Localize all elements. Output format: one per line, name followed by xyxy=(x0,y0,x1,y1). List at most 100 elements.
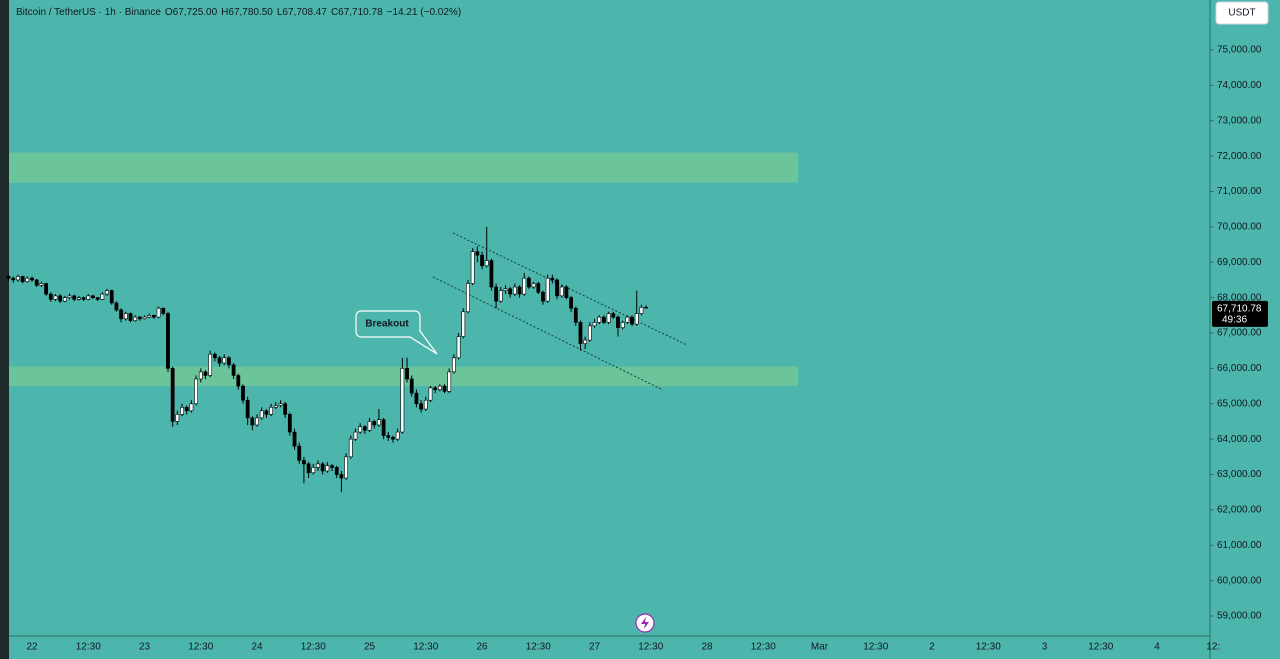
candle-body xyxy=(334,467,339,475)
last-price-label: 67,710.78 xyxy=(1217,303,1262,314)
callout-box xyxy=(355,310,438,355)
candle-body xyxy=(212,353,217,359)
x-tick-label: 12:30 xyxy=(188,642,213,653)
candle-body xyxy=(44,283,49,295)
candle-body xyxy=(602,316,606,323)
x-tick-label: 12:30 xyxy=(863,642,888,653)
y-tick-label: 64,000.00 xyxy=(1217,434,1262,445)
candle-body xyxy=(20,276,25,283)
candle-body xyxy=(437,385,442,390)
candle-body xyxy=(555,279,559,297)
x-tick-label: 12:30 xyxy=(413,642,438,653)
y-tick-label: 59,000.00 xyxy=(1217,611,1262,622)
candle-body xyxy=(161,307,166,314)
x-tick-label: 12:30 xyxy=(301,642,326,653)
candle-body xyxy=(583,339,588,344)
y-tick-label: 75,000.00 xyxy=(1217,45,1262,56)
candle-body xyxy=(362,426,367,431)
y-tick-label: 60,000.00 xyxy=(1217,575,1262,586)
candle-body xyxy=(377,419,381,426)
candle-body xyxy=(564,286,569,298)
candle-body xyxy=(419,403,424,410)
candle-body xyxy=(273,405,278,408)
x-tick-label: 27 xyxy=(589,642,601,653)
candle-body xyxy=(48,293,53,300)
candle-body xyxy=(475,251,480,256)
candle-body xyxy=(222,357,227,364)
candle-body xyxy=(198,371,203,380)
x-tick-label: 26 xyxy=(476,642,488,653)
candle-body xyxy=(386,435,391,438)
lightning-icon[interactable] xyxy=(635,613,655,633)
candle-body xyxy=(119,309,124,320)
candle-body xyxy=(367,421,372,431)
candle-body xyxy=(189,403,194,412)
countdown: 49:36 xyxy=(1222,314,1247,325)
time-axis: 22 12:30 23 12:30 24 12:30 25 12:30 26 12:30 27 12:… xyxy=(26,642,1220,653)
currency-button-bg[interactable] xyxy=(1215,1,1269,25)
candle-body xyxy=(269,406,274,415)
open-label: O67,725.00 xyxy=(165,7,218,18)
y-tick-label: 66,000.00 xyxy=(1217,363,1262,374)
candle-body xyxy=(255,417,259,426)
y-tick-label: 65,000.00 xyxy=(1217,398,1262,409)
x-tick-label: 12:30 xyxy=(1088,642,1113,653)
candle-body xyxy=(456,336,461,359)
y-tick-label: 72,000.00 xyxy=(1217,151,1262,162)
x-tick-label: 2 xyxy=(929,642,935,653)
candle-body xyxy=(395,431,400,440)
candle-body xyxy=(175,414,180,422)
y-tick-label: 62,000.00 xyxy=(1217,505,1262,516)
candle-body xyxy=(400,368,405,433)
candle-body xyxy=(264,410,269,415)
candle-body xyxy=(81,297,86,300)
candle-body xyxy=(545,277,550,302)
candle-body xyxy=(316,463,320,468)
y-tick-label: 74,000.00 xyxy=(1217,80,1262,91)
candle-body xyxy=(381,419,386,436)
candle-body xyxy=(512,286,517,295)
candle-body xyxy=(522,277,527,295)
candle-body xyxy=(152,315,156,318)
candle-body xyxy=(330,465,334,468)
candle-body xyxy=(405,368,409,380)
currency-label[interactable]: USDT xyxy=(1228,8,1255,19)
candle-body xyxy=(227,357,231,366)
candle-body xyxy=(391,437,395,440)
candle-body xyxy=(433,387,438,390)
candle-body xyxy=(91,295,95,298)
candle-body xyxy=(630,316,634,325)
price-axis: 59,000.00 60,000.00 61,000.00 62,000.00 63,0… xyxy=(1210,45,1268,622)
candle-body xyxy=(231,364,236,376)
candle-body xyxy=(611,313,616,318)
candle-body xyxy=(423,399,428,410)
zone xyxy=(9,152,798,183)
candle-body xyxy=(62,297,67,302)
x-tick-label: 12:30 xyxy=(976,642,1001,653)
candle-body xyxy=(498,290,503,302)
icon-bolt[interactable] xyxy=(641,617,649,629)
candle-body xyxy=(297,445,302,461)
y-tick-label: 63,000.00 xyxy=(1217,469,1262,480)
y-tick-label: 71,000.00 xyxy=(1217,186,1262,197)
x-tick-label: 22 xyxy=(26,642,38,653)
candle-body xyxy=(536,283,541,293)
candle-body xyxy=(480,254,484,267)
y-tick-label: 67,000.00 xyxy=(1217,328,1262,339)
header: Bitcoin / TetherUS · 1h · Binance O67,725… xyxy=(16,7,461,18)
candle-body xyxy=(644,307,649,309)
currency-button[interactable]: USDT xyxy=(1215,1,1269,25)
candle-body xyxy=(587,325,592,341)
candles xyxy=(6,226,649,493)
candle-body xyxy=(114,302,119,311)
candle-body xyxy=(508,288,513,295)
candle-body xyxy=(414,392,419,405)
candle-body xyxy=(494,286,499,302)
x-tick-label: 12: xyxy=(1206,642,1220,653)
candle-body xyxy=(489,260,494,288)
candle-body xyxy=(208,353,213,376)
candle-body xyxy=(573,307,578,323)
symbol: Bitcoin / TetherUS · 1h · Binance xyxy=(16,7,161,18)
